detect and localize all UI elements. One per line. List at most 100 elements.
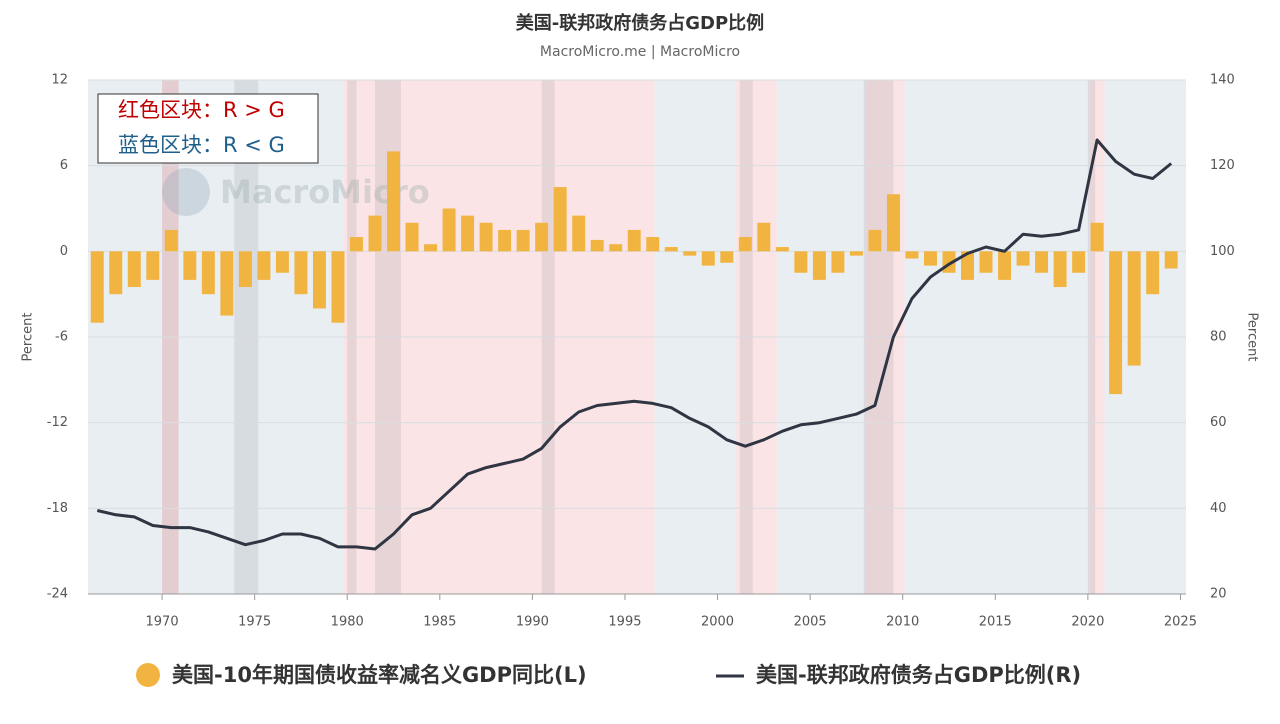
annotation: 红色区块：R > G xyxy=(118,98,285,122)
watermark-logo xyxy=(162,168,210,216)
bar xyxy=(757,222,771,252)
bar xyxy=(146,251,160,280)
y-tick-label: -6 xyxy=(55,330,68,345)
bar xyxy=(590,239,604,252)
bar xyxy=(183,251,197,280)
bar xyxy=(1035,251,1049,273)
bar xyxy=(923,251,937,266)
plot xyxy=(90,138,1178,551)
bar xyxy=(1127,251,1141,366)
bar xyxy=(1053,251,1067,288)
line xyxy=(96,138,1173,551)
bar xyxy=(1146,251,1160,295)
x-tick-label: 2015 xyxy=(979,615,1012,630)
bar xyxy=(498,229,512,252)
x-tick-label: 1970 xyxy=(146,615,179,630)
annotation-frame xyxy=(97,93,319,164)
y-tick-label: 12 xyxy=(51,73,68,88)
x-tick-label: 1995 xyxy=(608,615,641,630)
y2-tick-label: 140 xyxy=(1210,73,1235,88)
bar xyxy=(609,244,623,252)
bar xyxy=(572,215,586,252)
bar xyxy=(535,222,549,252)
bar xyxy=(701,251,715,266)
bar xyxy=(368,215,382,252)
legend-label: 美国-联邦政府债务占GDP比例(R) xyxy=(756,663,1081,687)
x-tick-label: 2010 xyxy=(886,615,919,630)
bar xyxy=(627,229,641,252)
bar xyxy=(461,215,475,252)
x-tick-label: 1975 xyxy=(238,615,271,630)
bar xyxy=(961,251,974,280)
y2-tick-label: 100 xyxy=(1210,244,1235,259)
bar xyxy=(312,251,326,309)
y-tick-label: -18 xyxy=(47,501,68,516)
x-tick-label: 2025 xyxy=(1164,615,1197,630)
x-tick-label: 1985 xyxy=(423,615,456,630)
y2-tick-label: 80 xyxy=(1210,330,1227,345)
bar xyxy=(109,251,123,295)
bar xyxy=(479,222,493,252)
bar xyxy=(886,194,900,252)
bar xyxy=(90,251,104,323)
y-axis-label: Percent xyxy=(21,313,36,362)
y-tick-label: 0 xyxy=(60,244,68,259)
x-tick-label: 2005 xyxy=(794,615,827,630)
bar xyxy=(794,251,808,273)
bar xyxy=(331,251,345,323)
y2-tick-label: 60 xyxy=(1210,415,1227,430)
bar xyxy=(553,187,567,252)
bar xyxy=(831,251,845,273)
annotation-box: 红色区块：R > G 蓝色区块：R < G xyxy=(97,93,319,164)
bar xyxy=(998,251,1012,280)
bar xyxy=(350,237,363,252)
y-tick-label: -24 xyxy=(47,587,68,602)
y2-tick-label: 40 xyxy=(1210,501,1227,516)
bar xyxy=(979,251,993,273)
x-tick-label: 2020 xyxy=(1071,615,1104,630)
bar xyxy=(201,251,215,295)
y-tick-label: -12 xyxy=(47,415,68,430)
bar xyxy=(294,251,308,295)
bar xyxy=(424,244,438,252)
bar xyxy=(275,251,289,273)
y-tick-label: 6 xyxy=(60,158,68,173)
x-tick-label: 1990 xyxy=(516,615,549,630)
bar xyxy=(646,237,660,252)
y2-axis-label: Percent xyxy=(1245,313,1260,362)
bar xyxy=(775,247,789,252)
bar xyxy=(812,251,826,280)
bar xyxy=(220,251,234,316)
bar xyxy=(442,208,456,252)
bar xyxy=(387,151,400,252)
bar xyxy=(720,251,734,263)
chart-title: 美国-联邦政府债务占GDP比例 xyxy=(516,12,764,34)
legend-marker xyxy=(136,663,160,687)
bar xyxy=(1164,251,1178,269)
bar xyxy=(683,251,697,256)
y2-tick-label: 20 xyxy=(1210,587,1227,602)
bar xyxy=(1090,222,1104,252)
annotation: 蓝色区块：R < G xyxy=(118,133,285,157)
x-tick-label: 1980 xyxy=(331,615,364,630)
y2-tick-label: 120 xyxy=(1210,158,1235,173)
bar xyxy=(516,229,530,252)
bar xyxy=(868,229,882,252)
x-tick-label: 2000 xyxy=(701,615,734,630)
bar xyxy=(257,251,271,280)
bar xyxy=(1109,251,1123,395)
bar xyxy=(164,229,178,252)
bar xyxy=(127,251,141,288)
bar xyxy=(664,247,678,252)
bar xyxy=(1016,251,1030,266)
bar xyxy=(905,251,919,259)
legend-label: 美国-10年期国债收益率减名义GDP同比(L) xyxy=(172,663,587,687)
bar xyxy=(738,237,752,252)
bar xyxy=(238,251,252,288)
bar xyxy=(1072,251,1086,273)
bar xyxy=(849,251,863,256)
chart-subtitle: MacroMicro.me | MacroMicro xyxy=(540,44,740,60)
legend: 美国-10年期国债收益率减名义GDP同比(L) 美国-联邦政府债务占GDP比例(… xyxy=(136,663,1081,687)
bar xyxy=(405,222,419,252)
